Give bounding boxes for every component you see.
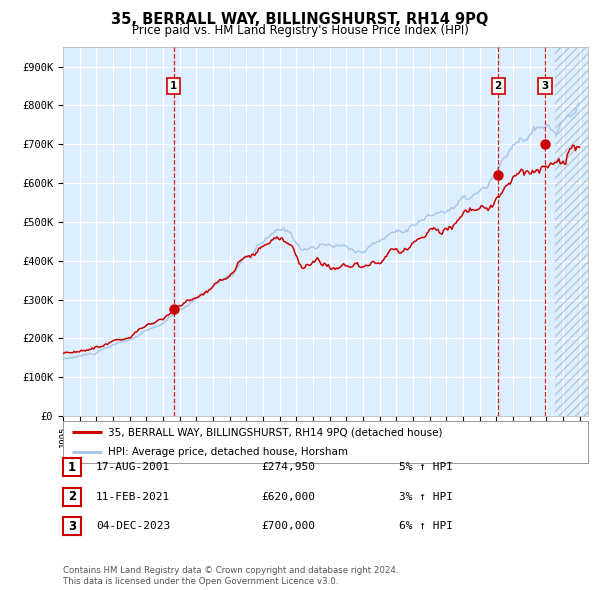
- Text: 2: 2: [68, 490, 76, 503]
- Text: 3: 3: [541, 81, 548, 91]
- Text: This data is licensed under the Open Government Licence v3.0.: This data is licensed under the Open Gov…: [63, 577, 338, 586]
- Text: 1: 1: [170, 81, 177, 91]
- Bar: [554, 47, 588, 416]
- Text: Contains HM Land Registry data © Crown copyright and database right 2024.: Contains HM Land Registry data © Crown c…: [63, 566, 398, 575]
- Text: £620,000: £620,000: [261, 492, 315, 502]
- Text: 1: 1: [68, 461, 76, 474]
- Text: 6% ↑ HPI: 6% ↑ HPI: [399, 522, 453, 531]
- Text: 35, BERRALL WAY, BILLINGSHURST, RH14 9PQ: 35, BERRALL WAY, BILLINGSHURST, RH14 9PQ: [112, 12, 488, 27]
- Text: HPI: Average price, detached house, Horsham: HPI: Average price, detached house, Hors…: [107, 447, 347, 457]
- Text: 5% ↑ HPI: 5% ↑ HPI: [399, 463, 453, 472]
- Text: £274,950: £274,950: [261, 463, 315, 472]
- Text: 04-DEC-2023: 04-DEC-2023: [96, 522, 170, 531]
- Text: 3: 3: [68, 520, 76, 533]
- Text: 3% ↑ HPI: 3% ↑ HPI: [399, 492, 453, 502]
- Text: 17-AUG-2001: 17-AUG-2001: [96, 463, 170, 472]
- Text: 2: 2: [494, 81, 502, 91]
- Bar: [554, 47, 588, 416]
- Text: Price paid vs. HM Land Registry's House Price Index (HPI): Price paid vs. HM Land Registry's House …: [131, 24, 469, 37]
- Text: 11-FEB-2021: 11-FEB-2021: [96, 492, 170, 502]
- Text: £700,000: £700,000: [261, 522, 315, 531]
- Text: 35, BERRALL WAY, BILLINGSHURST, RH14 9PQ (detached house): 35, BERRALL WAY, BILLINGSHURST, RH14 9PQ…: [107, 427, 442, 437]
